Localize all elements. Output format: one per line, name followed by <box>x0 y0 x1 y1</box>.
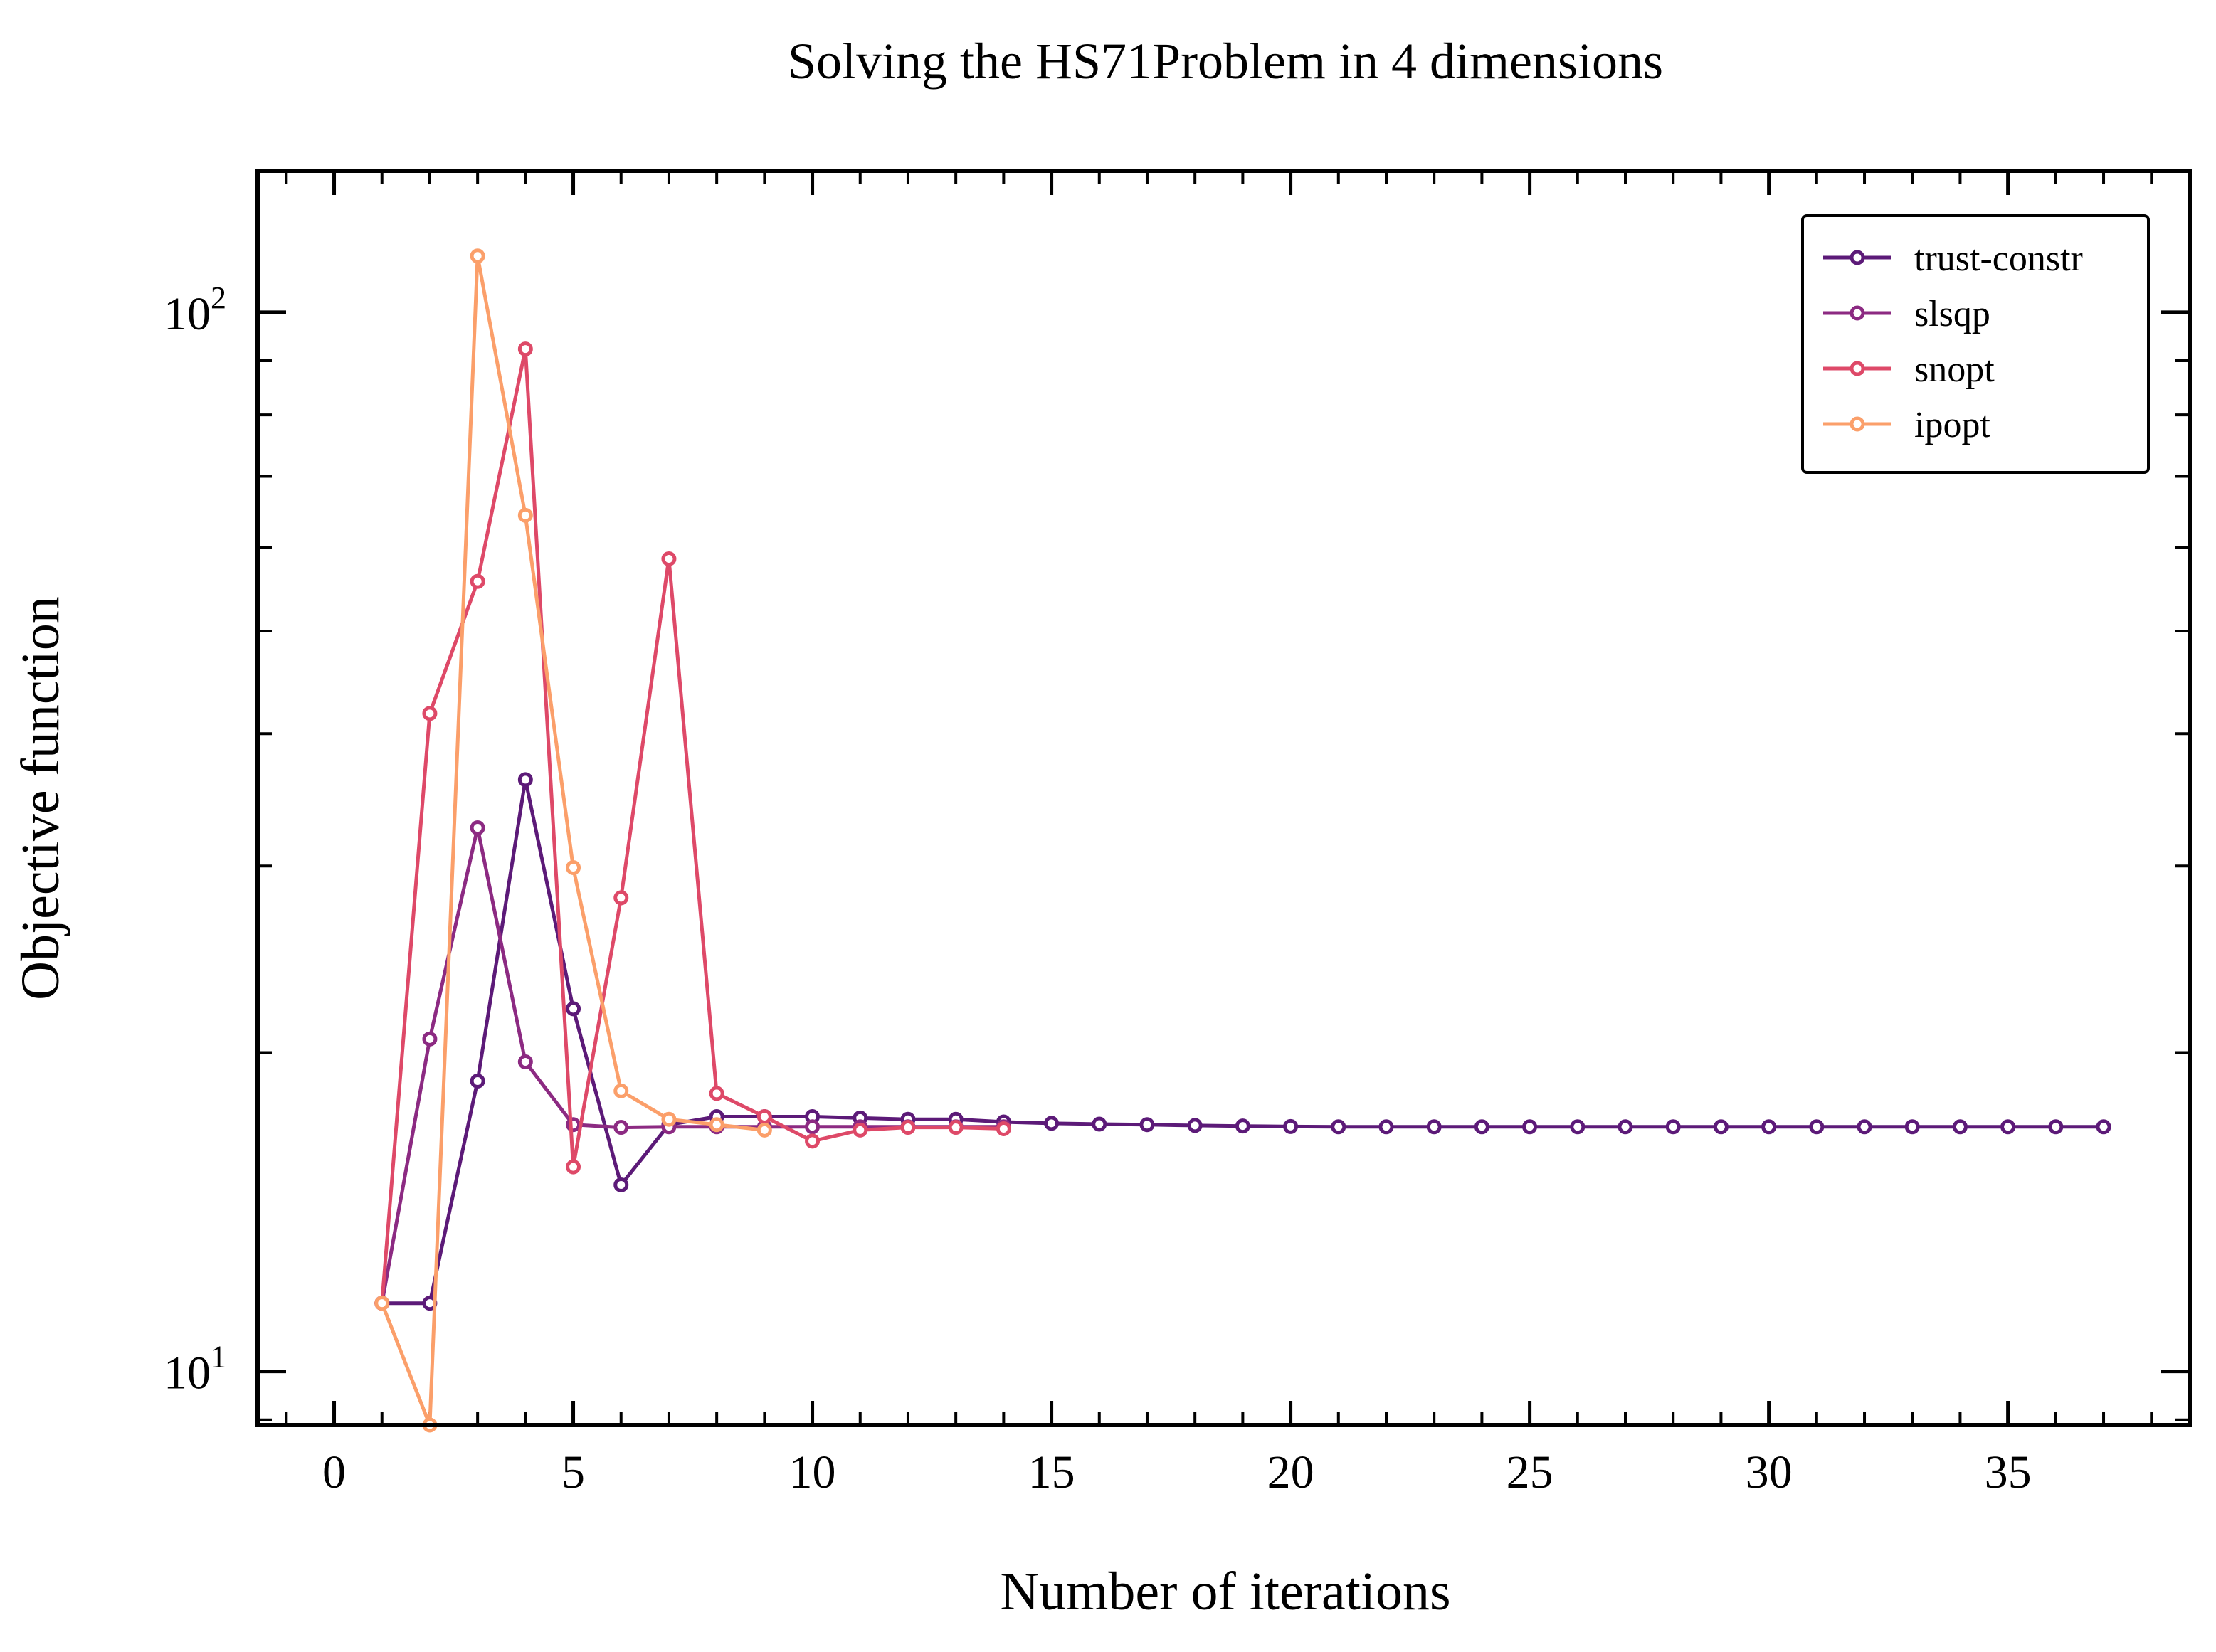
data-point-trust-constr <box>1570 1119 1586 1135</box>
x-tick-label: 10 <box>789 1446 836 1498</box>
data-point-trust-constr <box>1044 1116 1060 1131</box>
legend-frame <box>1801 214 2150 474</box>
legend-entry-slsqp: slsqp <box>1823 294 1990 334</box>
data-point-ipopt <box>566 859 581 875</box>
data-point-trust-constr <box>1713 1119 1729 1135</box>
data-point-trust-constr <box>1139 1117 1155 1133</box>
legend-entry-ipopt: ipopt <box>1823 405 1990 445</box>
data-point-snopt <box>517 341 533 357</box>
series-line-slsqp <box>380 826 1004 1304</box>
data-point-snopt <box>996 1121 1011 1136</box>
data-point-trust-constr <box>1761 1119 1777 1135</box>
x-tick-label: 0 <box>322 1446 346 1498</box>
data-point-snopt <box>470 573 485 589</box>
data-point-snopt <box>805 1133 821 1149</box>
legend-items: trust-constr slsqp snopt ipopt <box>1823 238 2083 445</box>
major-ticks <box>258 171 2190 1425</box>
legend-label-slsqp: slsqp <box>1914 294 1990 334</box>
data-point-trust-constr <box>1426 1119 1442 1135</box>
data-point-trust-constr <box>2000 1119 2016 1135</box>
data-point-ipopt <box>374 1296 390 1311</box>
series-line-ipopt <box>380 254 765 1427</box>
series-slsqp <box>374 820 1011 1311</box>
data-point-trust-constr <box>1331 1119 1346 1135</box>
data-point-snopt <box>422 706 438 721</box>
data-point-slsqp <box>470 820 485 836</box>
data-point-trust-constr <box>1904 1119 1920 1135</box>
legend-entry-snopt: snopt <box>1823 349 1995 390</box>
data-point-ipopt <box>613 1083 629 1098</box>
data-point-trust-constr <box>1235 1118 1250 1134</box>
y-tick-label: 102 <box>164 280 226 340</box>
legend-entry-trust-constr: trust-constr <box>1823 238 2083 279</box>
data-point-trust-constr <box>1474 1119 1489 1135</box>
y-tick-label: 101 <box>164 1340 226 1399</box>
data-point-trust-constr <box>2048 1119 2064 1135</box>
data-point-trust-constr <box>1378 1119 1394 1135</box>
data-point-trust-constr <box>1857 1119 1872 1135</box>
data-point-ipopt <box>756 1122 772 1138</box>
data-point-snopt <box>566 1159 581 1175</box>
x-tick-label: 15 <box>1028 1446 1075 1498</box>
data-point-trust-constr <box>566 1001 581 1017</box>
data-point-trust-constr <box>470 1073 485 1089</box>
legend-marker-slsqp <box>1850 305 1865 321</box>
data-point-trust-constr <box>517 772 533 788</box>
x-tick-label: 25 <box>1507 1446 1553 1498</box>
legend-label-ipopt: ipopt <box>1914 405 1990 445</box>
x-tick-labels: 0 5 10 15 20 25 30 35 <box>322 1446 2032 1498</box>
data-point-snopt <box>661 551 677 566</box>
series-layer <box>374 248 2111 1433</box>
legend-label-trust-constr: trust-constr <box>1914 238 2083 279</box>
plot-frame <box>255 169 2192 1427</box>
chart-title: Solving the HS71Problem in 4 dimensions <box>788 33 1663 90</box>
data-point-trust-constr <box>1522 1119 1538 1135</box>
legend-marker-snopt <box>1850 361 1865 376</box>
legend-marker-trust-constr <box>1850 250 1865 265</box>
x-tick-label: 20 <box>1267 1446 1314 1498</box>
data-point-snopt <box>948 1120 964 1135</box>
data-point-trust-constr <box>1092 1116 1107 1132</box>
data-point-slsqp <box>805 1119 821 1135</box>
data-point-ipopt <box>709 1117 724 1133</box>
data-point-ipopt <box>661 1111 677 1127</box>
x-axis-label: Number of iterations <box>1000 1562 1450 1621</box>
data-point-trust-constr <box>1187 1118 1203 1133</box>
data-point-slsqp <box>422 1031 438 1047</box>
data-point-trust-constr <box>1665 1119 1681 1135</box>
data-point-snopt <box>900 1120 916 1135</box>
x-tick-label: 35 <box>1985 1446 2032 1498</box>
data-point-snopt <box>756 1109 772 1125</box>
data-point-trust-constr <box>1618 1119 1633 1135</box>
legend-label-snopt: snopt <box>1914 349 1995 390</box>
data-point-trust-constr <box>1809 1119 1825 1135</box>
series-line-trust-constr <box>381 778 2104 1306</box>
x-tick-label: 30 <box>1746 1446 1793 1498</box>
data-point-slsqp <box>613 1120 629 1135</box>
plot-area <box>255 169 2192 1433</box>
y-tick-labels: 101 102 <box>164 280 226 1399</box>
x-tick-label: 5 <box>561 1446 585 1498</box>
data-point-snopt <box>709 1086 724 1101</box>
data-point-trust-constr <box>1283 1118 1299 1134</box>
series-ipopt <box>374 248 772 1433</box>
data-point-snopt <box>853 1122 868 1138</box>
series-snopt <box>374 341 1011 1311</box>
data-point-trust-constr <box>2096 1119 2111 1135</box>
data-point-ipopt <box>517 507 533 523</box>
legend-marker-ipopt <box>1850 416 1865 432</box>
y-axis-label: Objective function <box>11 596 70 1000</box>
data-point-snopt <box>613 890 629 906</box>
data-point-trust-constr <box>613 1177 629 1192</box>
data-point-slsqp <box>517 1054 533 1070</box>
series-trust-constr <box>374 772 2111 1311</box>
data-point-ipopt <box>470 248 485 264</box>
series-line-snopt <box>380 347 1004 1303</box>
legend: trust-constr slsqp snopt ipopt <box>1801 214 2150 474</box>
data-point-trust-constr <box>1952 1119 1968 1135</box>
